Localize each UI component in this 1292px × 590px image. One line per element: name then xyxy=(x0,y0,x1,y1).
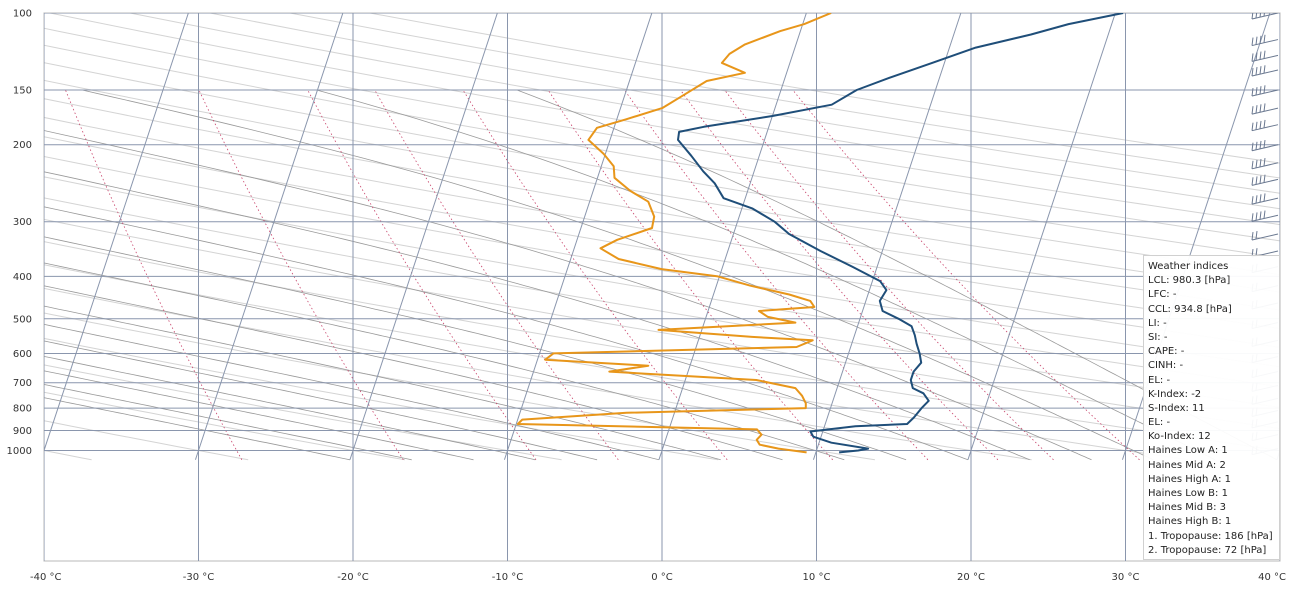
moist-adiabat xyxy=(44,384,412,461)
y-tick-label: 400 xyxy=(13,272,32,283)
y-tick-label: 1000 xyxy=(7,446,32,457)
dry-adiabat xyxy=(44,62,1280,276)
dry-adiabat xyxy=(44,176,1280,388)
wind-barb xyxy=(1251,85,1279,97)
dry-adiabat xyxy=(44,420,249,461)
dry-adiabat xyxy=(130,13,1280,210)
y-tick-label: 800 xyxy=(13,404,32,415)
dry-adiabat xyxy=(44,156,1280,368)
index-row: LFC: - xyxy=(1148,289,1177,301)
x-tick-label: -30 °C xyxy=(183,572,215,583)
x-tick-label: 20 °C xyxy=(957,572,985,583)
dry-adiabat xyxy=(44,197,1280,408)
isotherm xyxy=(967,13,1116,460)
moist-adiabat xyxy=(44,285,783,461)
wind-barb xyxy=(1251,119,1279,132)
moist-adiabat xyxy=(44,355,536,461)
index-row: EL: - xyxy=(1148,417,1171,429)
y-tick-label: 500 xyxy=(13,314,32,325)
y-tick-label: 700 xyxy=(13,378,32,389)
index-row: LI: - xyxy=(1148,317,1167,329)
index-row: Haines High A: 1 xyxy=(1148,473,1232,485)
dry-adiabat xyxy=(44,116,1280,330)
index-row: 2. Tropopause: 72 [hPa] xyxy=(1148,544,1267,556)
isotherm xyxy=(503,13,653,460)
dry-adiabat xyxy=(50,13,1280,226)
wind-barb xyxy=(1251,139,1279,152)
index-row: CCL: 934.8 [hPa] xyxy=(1148,303,1232,315)
x-tick-label: 40 °C xyxy=(1258,572,1286,583)
wind-barb xyxy=(1251,174,1279,186)
moist-adiabat xyxy=(44,340,598,461)
index-row: Ko-Index: 12 xyxy=(1148,431,1211,443)
dry-adiabat xyxy=(44,312,875,461)
isotherm xyxy=(658,13,807,460)
moist-adiabat xyxy=(44,370,474,461)
index-row: 1. Tropopause: 186 [hPa] xyxy=(1148,530,1273,542)
index-row: Haines Low A: 1 xyxy=(1148,445,1228,457)
x-tick-label: 10 °C xyxy=(803,572,831,583)
y-tick-label: 300 xyxy=(13,217,32,228)
wind-barb xyxy=(1251,50,1279,62)
dry-adiabat xyxy=(44,98,1280,311)
wind-barb xyxy=(1251,231,1279,241)
index-row: Haines Mid B: 3 xyxy=(1148,502,1227,514)
wind-barb xyxy=(1251,34,1279,47)
dry-adiabat xyxy=(44,44,1280,259)
moist-adiabat xyxy=(44,323,659,461)
index-row: CINH: - xyxy=(1148,360,1184,372)
moist-adiabat xyxy=(44,262,845,461)
index-row: SI: - xyxy=(1148,331,1168,343)
isotherm xyxy=(194,13,344,460)
x-tick-label: -20 °C xyxy=(337,572,369,583)
isotherm xyxy=(0,13,34,460)
dry-adiabat xyxy=(44,241,1280,452)
wind-barb xyxy=(1251,65,1279,77)
temperature-line xyxy=(677,13,1124,454)
index-row: CAPE: - xyxy=(1148,346,1185,358)
x-tick-label: -40 °C xyxy=(30,572,62,583)
index-row: LCL: 980.3 [hPa] xyxy=(1148,275,1231,287)
wind-barb xyxy=(1251,13,1279,20)
index-row: K-Index: -2 xyxy=(1148,388,1202,400)
wind-barb xyxy=(1251,193,1279,205)
index-row: Haines Mid A: 2 xyxy=(1148,459,1226,471)
wind-barb xyxy=(1251,158,1279,170)
moist-adiabat xyxy=(44,397,350,461)
moist-adiabat xyxy=(44,305,721,461)
wind-barb xyxy=(1251,103,1279,115)
y-tick-label: 200 xyxy=(13,140,32,151)
y-tick-label: 600 xyxy=(13,349,32,360)
y-tick-label: 150 xyxy=(13,86,32,97)
isotherm xyxy=(349,13,498,460)
index-row: S-Index: 11 xyxy=(1148,402,1205,414)
y-tick-label: 100 xyxy=(13,9,32,20)
index-row: EL: - xyxy=(1148,374,1171,386)
index-row: Haines Low B: 1 xyxy=(1148,488,1228,499)
dry-adiabat xyxy=(44,218,1280,430)
x-tick-label: -10 °C xyxy=(492,572,524,583)
x-tick-label: 0 °C xyxy=(651,572,673,583)
index-row: Haines High B: 1 xyxy=(1148,516,1232,528)
x-tick-label: 30 °C xyxy=(1112,572,1140,583)
indices-title: Weather indices xyxy=(1148,261,1229,272)
wind-barb xyxy=(1251,210,1279,222)
y-tick-label: 900 xyxy=(13,426,32,437)
dry-adiabat xyxy=(44,391,405,461)
dewpoint-line xyxy=(516,13,832,454)
dry-adiabat xyxy=(44,264,1189,461)
weather-indices-panel: Weather indices LCL: 980.3 [hPa] LFC: - CC… xyxy=(1143,255,1280,560)
isotherm xyxy=(812,13,962,460)
isotherm xyxy=(44,13,189,453)
dry-adiabat xyxy=(44,79,1280,293)
dry-adiabat xyxy=(44,27,1280,242)
